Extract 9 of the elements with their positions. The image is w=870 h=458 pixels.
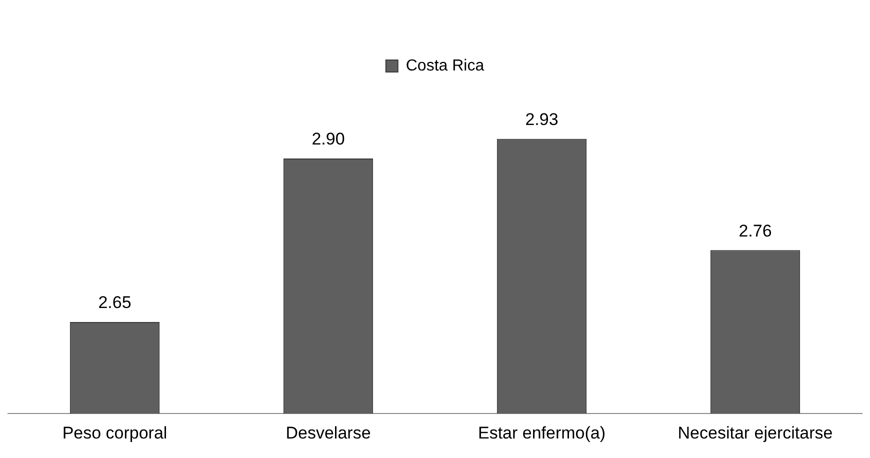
data-label: 2.65: [98, 293, 132, 312]
x-tick-label: Desvelarse: [286, 423, 371, 442]
data-label: 2.76: [738, 221, 772, 240]
x-tick-label: Necesitar ejercitarse: [678, 423, 833, 442]
x-tick-label: Estar enfermo(a): [478, 423, 606, 442]
x-tick-label: Peso corporal: [62, 423, 168, 442]
legend-label: Costa Rica: [406, 57, 484, 74]
data-label: 2.93: [525, 110, 558, 130]
data-label: 2.90: [312, 130, 345, 149]
